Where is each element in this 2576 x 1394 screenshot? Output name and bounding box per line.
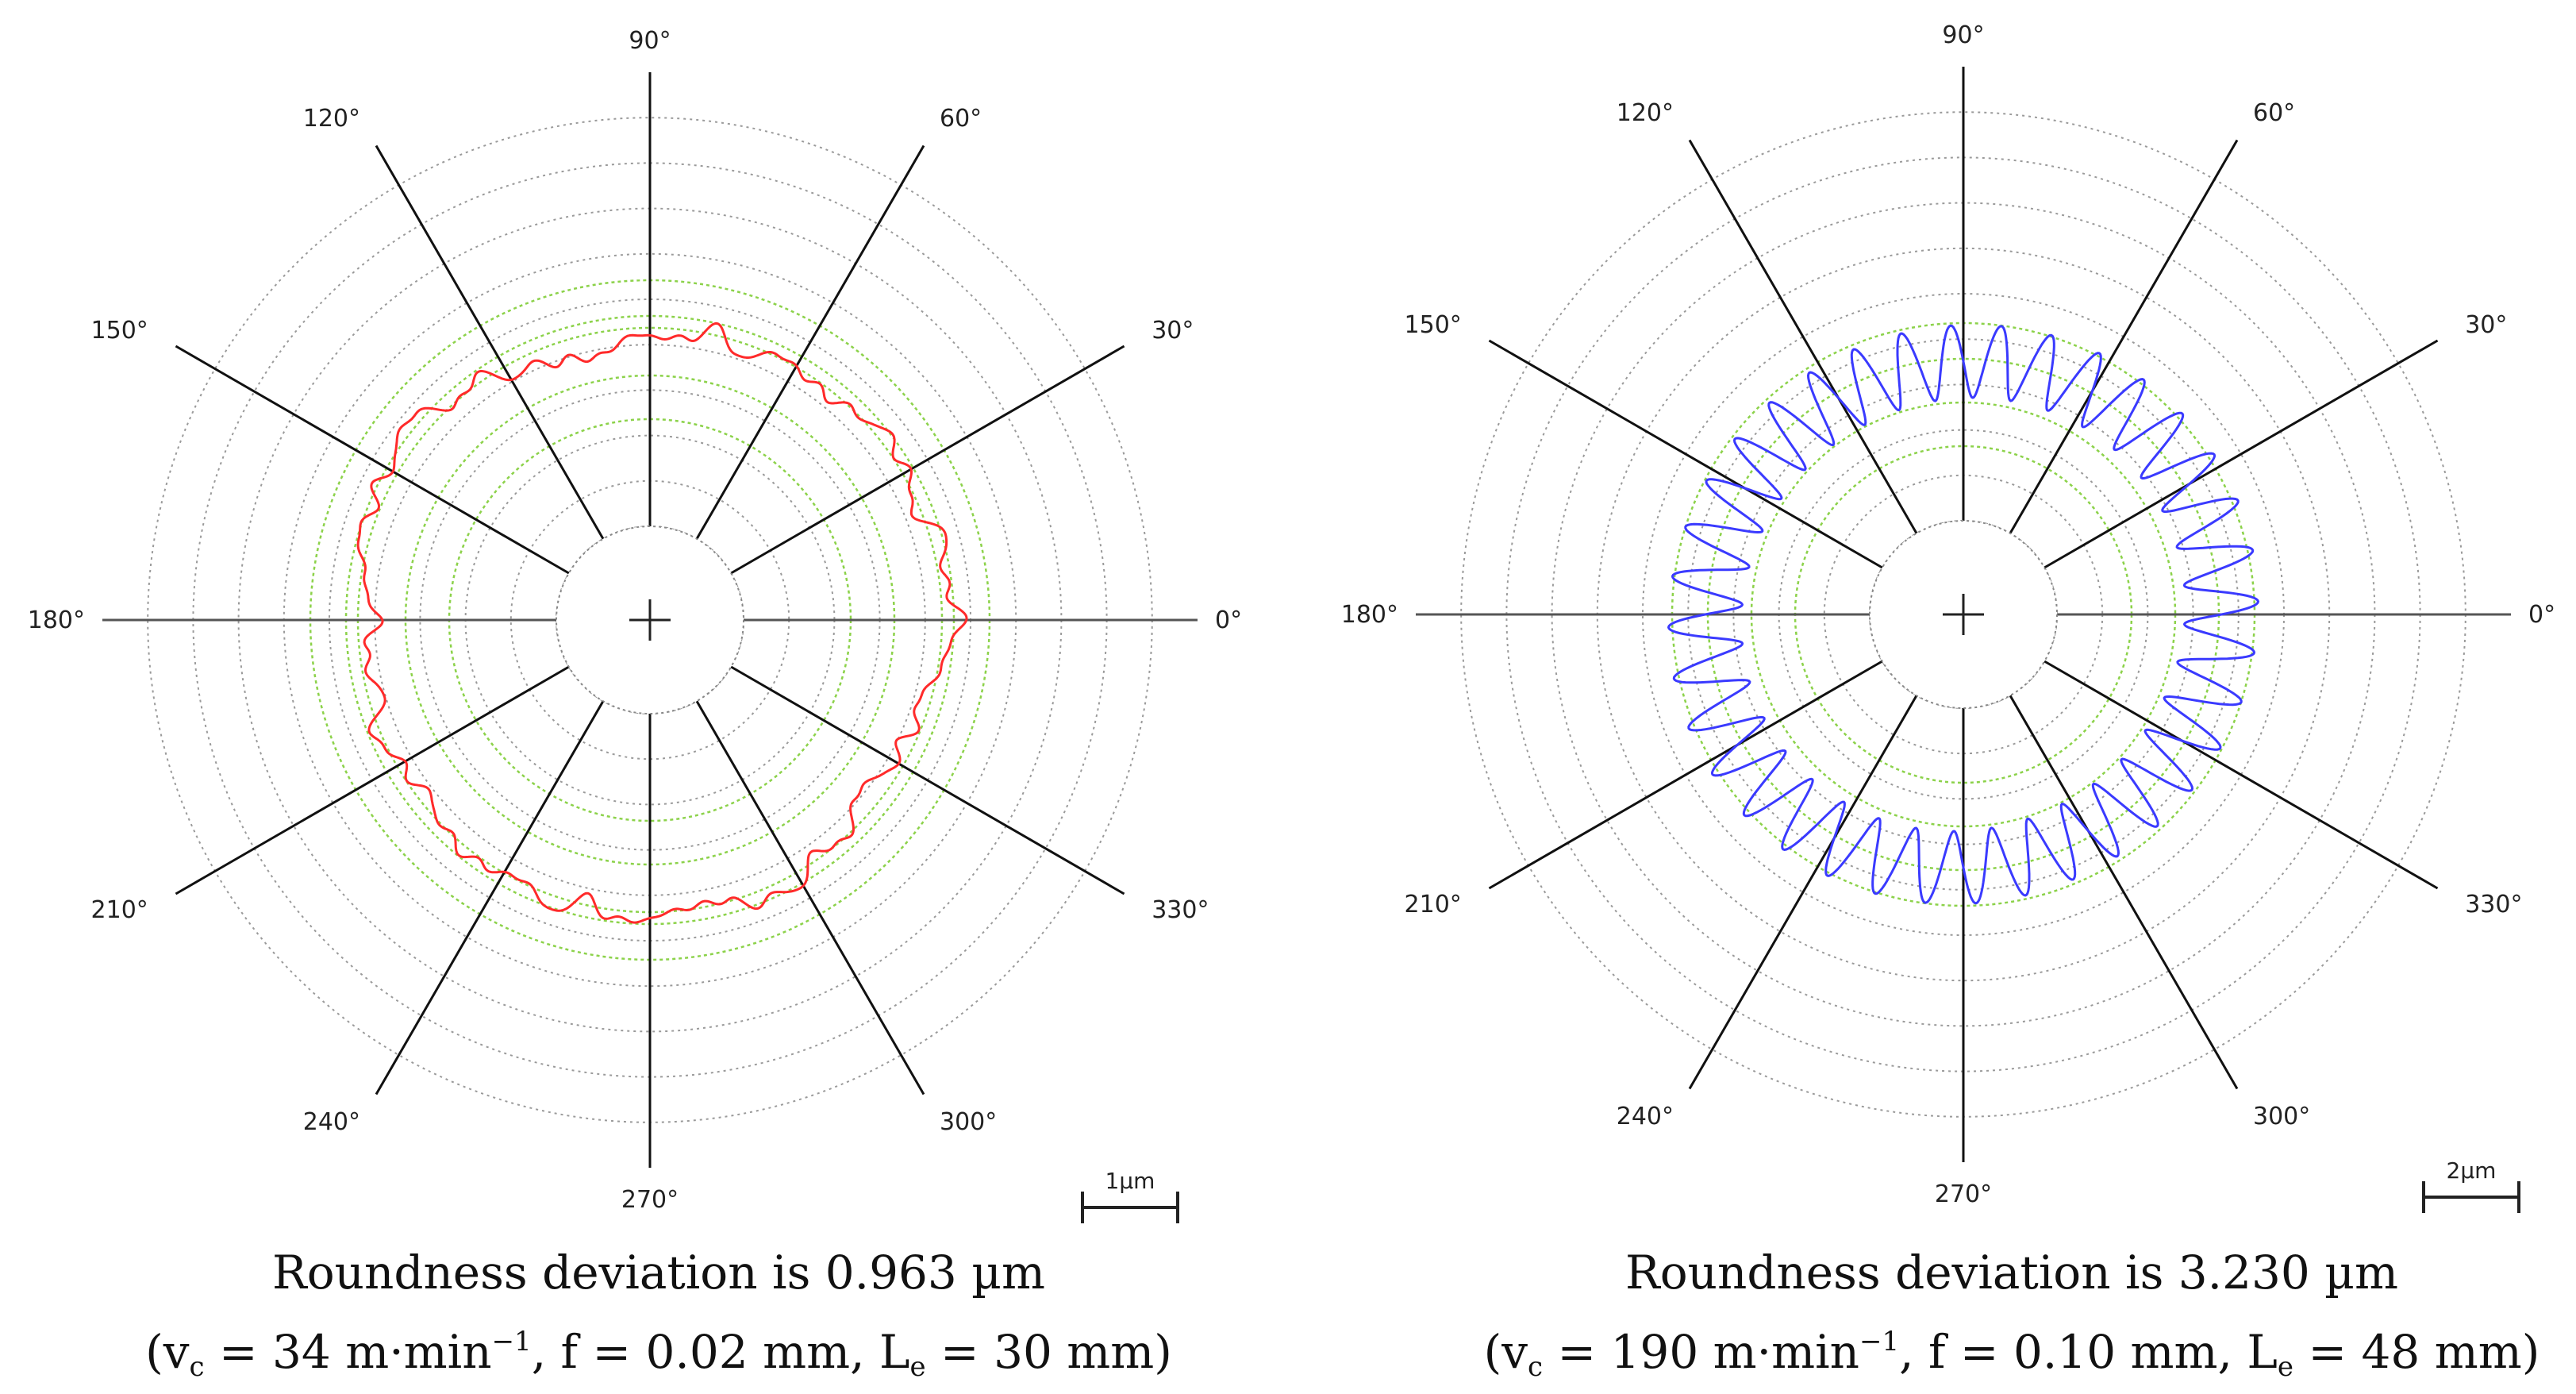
- angle-labels: 0° 30° 60° 90° 120° 150° 180° 210° 240° 270° 300° 3…: [28, 27, 1242, 1214]
- angle-label-120: 120°: [303, 105, 360, 133]
- angle-label-180: 180°: [28, 607, 85, 634]
- angle-spokes: [102, 72, 1198, 1168]
- angle-label-300: 300°: [2253, 1103, 2310, 1130]
- angle-label-300: 300°: [940, 1108, 997, 1136]
- angle-label-270: 270°: [1935, 1180, 1992, 1208]
- spoke-120: [1688, 139, 1918, 534]
- spoke-240: [375, 700, 605, 1096]
- caption-parameters-left: (vc = 34 m·min−1, f = 0.02 mm, Le = 30 m…: [145, 1325, 1172, 1383]
- angle-label-60: 60°: [940, 105, 982, 133]
- roundness-profile-trace: [1667, 324, 2260, 905]
- angle-label-0: 0°: [1215, 607, 1242, 634]
- spoke-330: [2043, 660, 2439, 890]
- scale-bar-label: 1µm: [1105, 1168, 1155, 1194]
- angle-label-0: 0°: [2528, 601, 2555, 629]
- scale-bar: 2µm: [2422, 1157, 2520, 1213]
- angle-label-30: 30°: [2465, 311, 2507, 339]
- center-cross: [629, 599, 671, 641]
- caption-roundness-right: Roundness deviation is 3.230 µm: [1625, 1246, 2398, 1300]
- angle-label-270: 270°: [621, 1186, 679, 1214]
- spoke-150: [175, 345, 570, 575]
- spoke-300: [2009, 695, 2239, 1090]
- scale-bar-label: 2µm: [2447, 1157, 2497, 1184]
- spoke-30: [730, 345, 1125, 575]
- angle-label-30: 30°: [1152, 317, 1194, 345]
- angle-label-240: 240°: [1617, 1103, 1674, 1130]
- scale-bar: 1µm: [1081, 1168, 1179, 1223]
- angle-labels: 0° 30° 60° 90° 120° 150° 180° 210° 240° 270° 300° 3…: [1341, 21, 2555, 1208]
- caption-parameters-right: (vc = 190 m·min−1, f = 0.10 mm, Le = 48 …: [1484, 1325, 2540, 1383]
- spoke-150: [1488, 339, 1883, 569]
- angle-label-90: 90°: [1942, 21, 1984, 49]
- angle-label-150: 150°: [91, 317, 148, 345]
- angle-spokes: [1416, 67, 2511, 1162]
- angle-label-330: 330°: [2465, 891, 2522, 918]
- angle-label-120: 120°: [1617, 99, 1674, 127]
- spoke-330: [730, 665, 1125, 895]
- spoke-240: [1688, 695, 1918, 1090]
- spoke-300: [695, 700, 925, 1096]
- angle-label-60: 60°: [2253, 99, 2295, 127]
- angle-label-180: 180°: [1341, 601, 1398, 629]
- angle-label-330: 330°: [1152, 896, 1209, 924]
- angle-label-210: 210°: [1405, 891, 1462, 918]
- center-cross: [1943, 594, 1984, 635]
- roundness-plot-left: 0° 30° 60° 90° 120° 150° 180° 210° 240° 270° 300° 3…: [28, 27, 1242, 1223]
- angle-label-90: 90°: [629, 27, 671, 55]
- spoke-60: [2009, 139, 2239, 534]
- angle-label-240: 240°: [303, 1108, 360, 1136]
- spoke-60: [695, 144, 925, 540]
- roundness-profile-trace: [356, 322, 968, 924]
- spoke-30: [2043, 339, 2439, 569]
- roundness-plot-right: 0° 30° 60° 90° 120° 150° 180° 210° 240° 270° 300° 3…: [1341, 21, 2555, 1213]
- spoke-210: [1488, 660, 1883, 890]
- spoke-120: [375, 144, 605, 540]
- caption-roundness-left: Roundness deviation is 0.963 µm: [272, 1246, 1045, 1300]
- spoke-210: [175, 665, 570, 895]
- angle-label-150: 150°: [1405, 311, 1462, 339]
- angle-label-210: 210°: [91, 896, 148, 924]
